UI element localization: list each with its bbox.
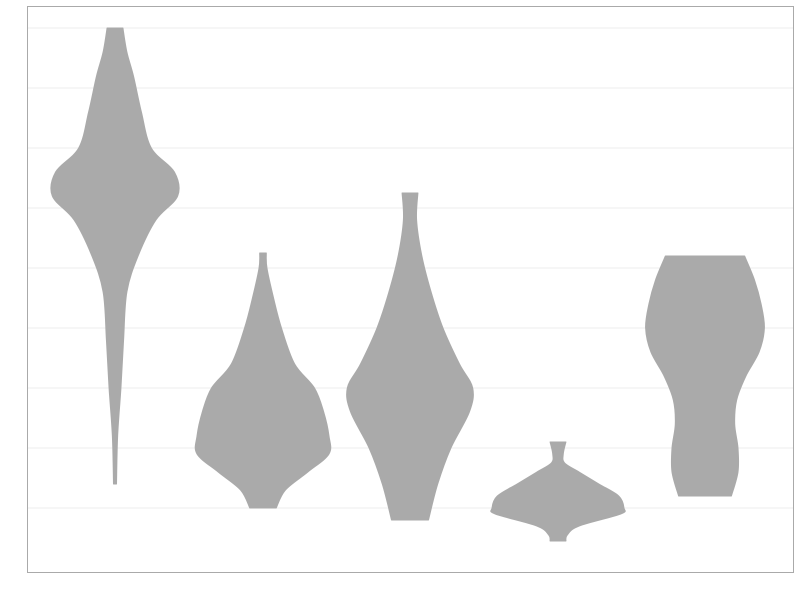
violin-3 xyxy=(346,192,474,521)
violin-2 xyxy=(194,252,332,509)
violin-5 xyxy=(645,255,765,497)
violins xyxy=(50,27,765,542)
plot-frame xyxy=(27,6,794,573)
violin-1 xyxy=(50,27,180,485)
violin-4 xyxy=(490,441,626,542)
